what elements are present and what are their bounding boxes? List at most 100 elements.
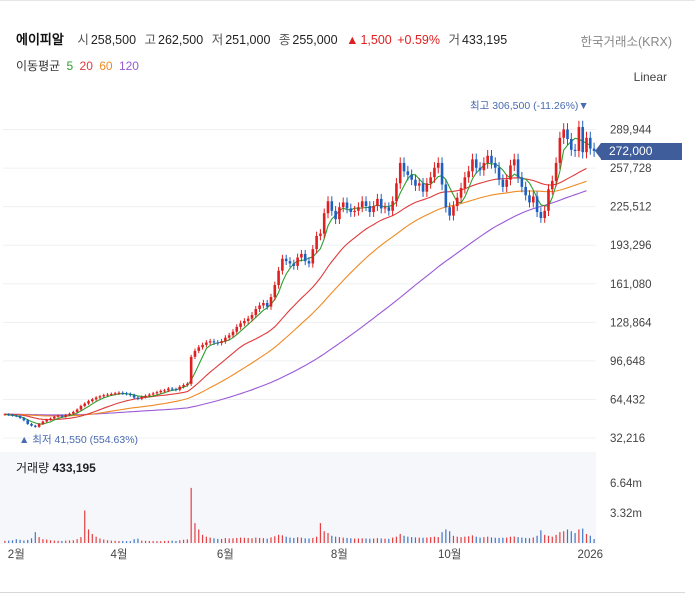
candle-body	[391, 201, 394, 211]
volume-bar	[323, 531, 325, 543]
change-percent: +0.59%	[397, 33, 440, 47]
volume-bar	[186, 539, 188, 543]
volume-bar	[430, 537, 432, 543]
volume-bar	[11, 540, 14, 543]
candle-body	[410, 174, 413, 180]
candle-body	[212, 341, 216, 343]
candle-body	[524, 186, 527, 196]
volume-value: 433,195	[461, 33, 508, 47]
current-price-tag: 272,000	[595, 143, 682, 160]
scale-toggle-button[interactable]: Linear	[633, 70, 667, 84]
volume-bar	[76, 539, 78, 543]
volume-bar	[228, 538, 230, 543]
price-axis-label: 225,512	[610, 202, 652, 214]
volume-bar	[236, 537, 238, 543]
volume-bar	[167, 540, 169, 543]
candle-body	[535, 196, 539, 213]
candle-body	[277, 270, 280, 286]
candle-body	[30, 423, 33, 426]
volume-bar	[593, 539, 595, 543]
volume-bar	[179, 540, 181, 543]
candle-body	[258, 305, 261, 309]
candle-body	[402, 162, 406, 172]
volume-bar	[445, 529, 447, 543]
volume-bar	[15, 539, 17, 543]
high-label: 고	[144, 33, 157, 47]
volume-bar	[426, 537, 428, 543]
candle-body	[436, 162, 440, 168]
volume-bar	[110, 540, 112, 543]
price-axis-label: 128,864	[610, 317, 652, 329]
high-annotation: 최고 306,500 (-11.26%)▼	[470, 100, 589, 112]
candle-body	[201, 344, 204, 348]
volume-bar	[441, 532, 443, 543]
candle-body	[182, 384, 185, 387]
time-axis-label: 2026	[578, 549, 604, 561]
candle-body	[558, 137, 562, 163]
volume-bar	[289, 537, 291, 543]
volume-bar	[369, 538, 371, 543]
low-label: 저	[211, 33, 224, 47]
volume-bar	[30, 538, 33, 543]
candle-body	[490, 155, 493, 163]
volume-bar	[559, 532, 561, 543]
candle-body	[37, 423, 41, 427]
price-axis-label: 64,432	[610, 394, 645, 406]
volume-bar	[342, 537, 344, 543]
candle-body	[34, 425, 37, 427]
time-axis-label: 10월	[438, 548, 461, 561]
volume-panel-title: 거래량 433,195	[16, 459, 96, 476]
volume-bar	[103, 539, 105, 543]
candle-body	[45, 419, 49, 422]
candle-body	[303, 253, 307, 262]
candle-body	[7, 414, 11, 416]
exchange-name: 한국거래소(KRX)	[580, 35, 672, 49]
volume-bar	[156, 541, 158, 543]
candle-body	[170, 388, 174, 390]
candle-body	[486, 155, 489, 163]
ma-20-label: 20	[79, 59, 93, 73]
candle-body	[178, 386, 182, 390]
volume-bar	[540, 530, 542, 543]
volume-bar	[464, 536, 466, 543]
volume-bar	[209, 537, 211, 543]
candle-body	[429, 177, 432, 184]
volume-bar	[528, 538, 531, 543]
volume-bar	[293, 537, 295, 543]
volume-bar	[346, 537, 348, 543]
candle-body	[121, 392, 125, 394]
candle-body	[56, 415, 60, 417]
candle-body	[262, 302, 265, 306]
candle-body	[235, 326, 239, 332]
candle-body	[471, 159, 474, 172]
candle-body	[281, 258, 284, 271]
volume-bar	[350, 538, 352, 543]
volume-bar	[574, 533, 576, 543]
volume-bar	[589, 535, 591, 543]
candle-body	[186, 383, 189, 385]
volume-bar	[27, 539, 29, 543]
volume-bar	[163, 541, 166, 543]
volume-panel	[0, 452, 596, 544]
candle-body	[64, 414, 68, 417]
candle-body	[102, 395, 106, 397]
volume-bar	[468, 536, 470, 543]
volume-bar	[34, 532, 36, 543]
candle-body	[452, 206, 455, 216]
volume-bar	[38, 537, 40, 543]
candle-body	[136, 397, 140, 399]
volume-bar	[266, 538, 268, 543]
volume-bar	[449, 531, 451, 543]
price-axis-label: 96,648	[610, 356, 645, 368]
candle-body	[254, 308, 258, 315]
change-up-icon: ▲	[346, 33, 359, 47]
volume-bar	[277, 534, 280, 543]
candle-body	[474, 159, 478, 168]
candle-body	[349, 208, 353, 213]
candle-body	[509, 165, 512, 180]
volume-bar	[414, 537, 417, 543]
volume-bar	[578, 529, 580, 543]
candle-body	[421, 183, 425, 192]
candle-body	[573, 149, 577, 151]
